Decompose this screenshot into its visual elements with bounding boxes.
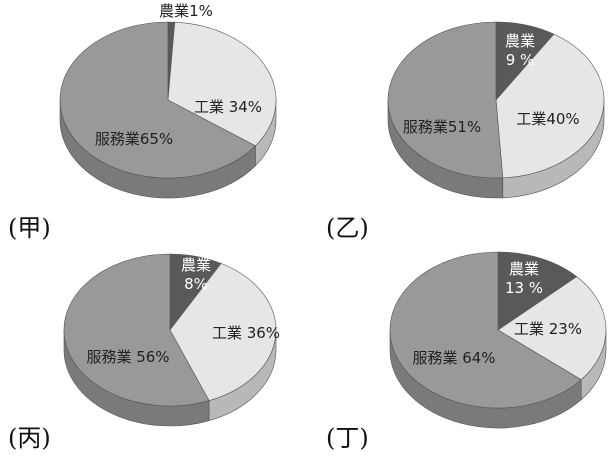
pie-chart-2: 農業 9 % 工業40% 服務業51% (乙) bbox=[326, 21, 605, 242]
slice-label-3: 服務業 64% bbox=[412, 349, 495, 367]
panel-label: (丁) bbox=[326, 424, 369, 452]
slice-label-1: 農業 9 % bbox=[505, 32, 535, 69]
pie-slice-3 bbox=[63, 253, 210, 407]
slice-label-1: 農業 13 % bbox=[505, 260, 543, 297]
pie-slice-3 bbox=[387, 21, 504, 179]
pie-chart-1: 農業1% 工業 34% 服務業65% (甲) bbox=[8, 2, 277, 242]
pie-chart-4: 農業 13 % 工業 23% 服務業 64% (丁) bbox=[326, 251, 607, 452]
pie-slice-3 bbox=[59, 21, 256, 179]
slice-label-3: 服務業51% bbox=[403, 118, 481, 136]
pie-slice-1 bbox=[497, 251, 578, 331]
pie-chart-3: 農業 8% 工業 36% 服務業 56% (丙) bbox=[8, 253, 280, 452]
panel-label: (丙) bbox=[8, 424, 51, 452]
pie-slice-2 bbox=[167, 21, 277, 147]
pie-slice-2 bbox=[169, 263, 277, 402]
slice-label-3: 服務業 56% bbox=[86, 348, 169, 366]
slice-label-2: 工業 23% bbox=[514, 320, 582, 338]
slice-label-1: 農業1% bbox=[159, 2, 213, 20]
panel-label: (甲) bbox=[8, 214, 51, 242]
pie-slice-3 bbox=[389, 251, 582, 409]
slice-label-1: 農業 8% bbox=[181, 256, 211, 293]
slice-label-3: 服務業65% bbox=[95, 130, 173, 148]
slice-label-2: 工業40% bbox=[516, 110, 579, 128]
pie-slice-2 bbox=[495, 33, 605, 179]
panel-label: (乙) bbox=[326, 214, 369, 242]
slice-label-2: 工業 36% bbox=[212, 324, 280, 342]
pie-slice-2 bbox=[497, 276, 607, 381]
slice-label-2: 工業 34% bbox=[194, 98, 262, 116]
